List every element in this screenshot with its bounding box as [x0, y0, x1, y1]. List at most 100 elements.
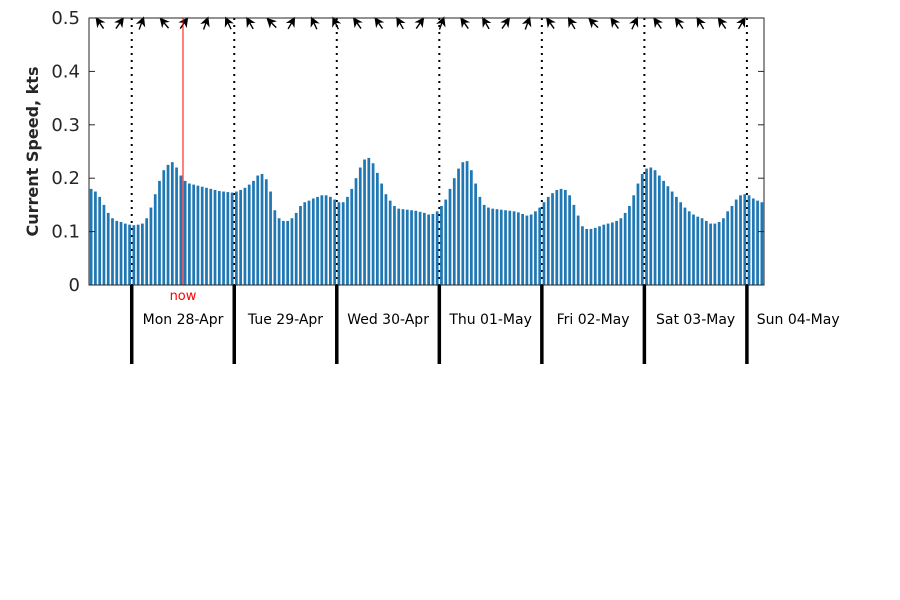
speed-bar — [640, 173, 644, 285]
speed-bar — [333, 199, 337, 285]
speed-bar — [405, 209, 409, 285]
day-label: Sun 04-May — [757, 312, 840, 328]
speed-bar — [632, 195, 636, 285]
direction-arrow — [696, 16, 706, 30]
direction-arrow — [414, 17, 425, 29]
speed-bar — [478, 196, 482, 285]
speed-bar — [692, 214, 695, 285]
direction-arrow — [114, 17, 124, 29]
speed-bar — [713, 223, 717, 285]
speed-bar — [623, 212, 627, 285]
speed-bar — [363, 159, 366, 285]
speed-bar — [760, 202, 764, 285]
speed-bar — [628, 205, 631, 285]
direction-arrow — [310, 16, 320, 30]
speed-bar — [183, 180, 187, 285]
day-label: Tue 29-Apr — [247, 312, 323, 328]
speed-bar — [205, 187, 208, 285]
speed-bar — [516, 212, 520, 285]
speed-bar — [222, 191, 225, 285]
speed-bar — [166, 164, 170, 285]
speed-bar — [149, 207, 153, 285]
day-label: Thu 01-May — [448, 312, 532, 328]
speed-bar — [589, 228, 593, 285]
speed-bar — [534, 211, 537, 285]
speed-bar — [239, 189, 243, 285]
speed-bar — [687, 211, 691, 285]
direction-arrow — [629, 16, 639, 30]
speed-bar — [606, 223, 610, 285]
speed-bar — [393, 205, 396, 285]
speed-bar — [89, 188, 93, 285]
y-tick-label: 0.1 — [51, 222, 80, 243]
speed-bar — [410, 210, 413, 285]
speed-bar — [311, 198, 315, 285]
speed-bar — [256, 175, 260, 285]
direction-arrows — [95, 16, 746, 30]
direction-arrow — [285, 16, 296, 30]
speed-bar — [675, 196, 678, 285]
speed-bar — [696, 216, 700, 285]
direction-arrow — [374, 17, 385, 29]
speed-bar — [286, 220, 290, 285]
speed-bar — [380, 183, 384, 285]
y-tick-label: 0.3 — [51, 115, 80, 136]
direction-arrow — [521, 16, 532, 30]
speed-bar — [726, 211, 730, 285]
speed-bar — [615, 220, 618, 285]
speed-bar — [559, 188, 563, 285]
speed-bar — [563, 189, 567, 285]
speed-bar — [521, 213, 524, 285]
y-axis: 0 0.1 0.2 0.3 0.4 0.5 — [51, 8, 764, 296]
direction-arrow — [567, 16, 578, 30]
speed-bar — [384, 194, 388, 285]
speed-bar — [452, 178, 456, 285]
speed-bar — [427, 214, 430, 285]
speed-bar — [602, 224, 606, 285]
speed-bar — [598, 226, 601, 285]
y-tick-label: 0.5 — [51, 8, 80, 29]
speed-bar — [346, 196, 349, 285]
speed-bar — [213, 189, 217, 285]
direction-arrow — [546, 17, 556, 29]
speed-bar — [653, 170, 657, 285]
speed-bar — [145, 218, 149, 285]
speed-bar — [217, 191, 221, 285]
direction-arrow — [224, 16, 234, 30]
speed-bar — [307, 200, 311, 285]
speed-bar — [290, 218, 294, 285]
speed-bar — [717, 221, 721, 285]
y-tick-label: 0.4 — [51, 61, 80, 82]
speed-bar — [704, 220, 708, 285]
now-label: now — [170, 289, 197, 304]
speed-bar — [670, 191, 674, 285]
speed-bar — [504, 210, 507, 285]
speed-bar — [358, 167, 362, 285]
speed-bar — [743, 194, 747, 285]
speed-bar — [277, 218, 281, 285]
speed-bar — [465, 161, 469, 285]
speed-bar — [299, 205, 302, 285]
speed-bar — [282, 220, 285, 285]
y-axis-label: Current Speed, kts — [23, 67, 42, 237]
speed-bar — [98, 196, 102, 285]
speed-bar — [111, 218, 114, 285]
speed-bar — [722, 218, 725, 285]
speed-bar — [581, 226, 584, 285]
speed-bar — [243, 187, 247, 285]
speed-bar — [585, 228, 589, 285]
speed-bar — [162, 170, 166, 285]
speed-bar — [683, 207, 687, 285]
speed-bar — [367, 157, 371, 285]
speed-bar — [397, 208, 401, 285]
direction-arrow — [246, 16, 256, 30]
y-tick-label: 0.2 — [51, 168, 80, 189]
direction-arrow — [653, 17, 664, 29]
speed-bar — [260, 173, 264, 285]
speed-bar — [388, 200, 392, 285]
speed-bar — [128, 224, 131, 285]
day-label: Wed 30-Apr — [347, 312, 429, 328]
speed-bar — [525, 215, 529, 285]
speed-bar — [657, 175, 661, 285]
